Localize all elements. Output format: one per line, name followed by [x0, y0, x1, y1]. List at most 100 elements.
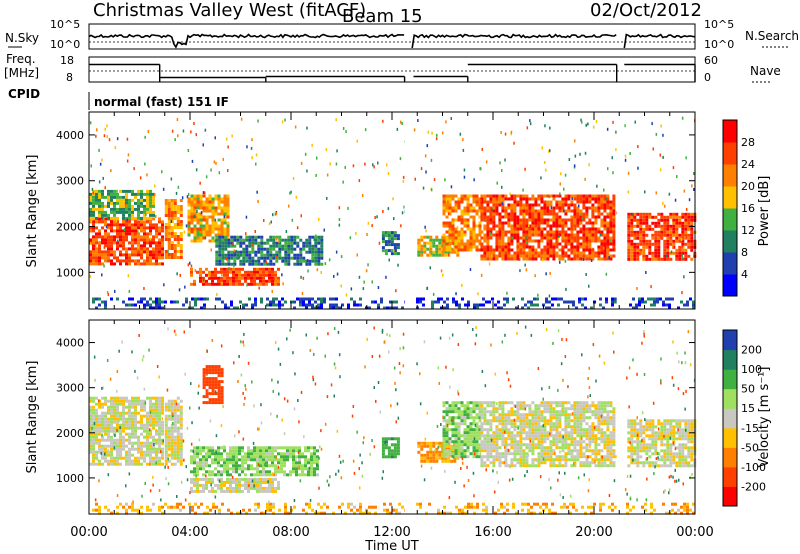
- heatmap-cell-0: [89, 417, 92, 421]
- heatmap-cell-9: [525, 203, 529, 207]
- heatmap-cell-9: [522, 194, 526, 198]
- heatmap-cell-6: [432, 444, 436, 448]
- heatmap-cell-1: [164, 453, 168, 457]
- heatmap-cell-7: [417, 253, 421, 257]
- noise-point: [529, 119, 531, 123]
- heatmap-cell-0: [152, 396, 155, 400]
- heatmap-cell-3: [283, 446, 286, 450]
- heatmap-cell-9: [555, 242, 559, 246]
- heatmap-cell-4: [233, 253, 237, 257]
- heatmap-cell-8: [451, 227, 455, 231]
- heatmap-cell-8: [451, 209, 455, 213]
- heatmap-cell-0: [131, 423, 134, 427]
- heatmap-cell-11: [551, 303, 554, 307]
- heatmap-cell-9: [507, 212, 511, 216]
- heatmap-cell-4: [202, 483, 205, 487]
- heatmap-cell-9: [570, 239, 574, 243]
- heatmap-cell-11: [101, 300, 104, 304]
- velocity-cells: [89, 325, 697, 515]
- heatmap-cell-1: [173, 408, 177, 412]
- heatmap-cell-0: [131, 441, 134, 445]
- noise-point: [501, 169, 503, 172]
- heatmap-cell-3: [205, 464, 208, 468]
- noise-point: [548, 149, 550, 153]
- nsearch-label: N.Search: [745, 29, 799, 43]
- heatmap-cell-4: [314, 244, 318, 248]
- heatmap-cell-7: [478, 407, 482, 411]
- heatmap-cell-2: [202, 368, 206, 372]
- heatmap-cell-9: [561, 239, 565, 243]
- heatmap-cell-11: [473, 306, 476, 310]
- heatmap-cell-0: [143, 250, 146, 254]
- heatmap-cell-2: [176, 256, 180, 259]
- heatmap-cell-0: [125, 456, 128, 460]
- heatmap-cell-3: [193, 467, 196, 471]
- heatmap-cell-0: [140, 253, 143, 257]
- heatmap-cell-9: [600, 203, 604, 207]
- heatmap-cell-5: [235, 279, 238, 283]
- heatmap-cell-0: [143, 426, 146, 430]
- noise-point: [300, 214, 302, 218]
- heatmap-cell-10: [663, 221, 667, 225]
- heatmap-cell-9: [591, 206, 595, 210]
- heatmap-cell-3: [217, 200, 221, 204]
- heatmap-cell-8: [451, 221, 455, 225]
- heatmap-cell-0: [110, 396, 113, 400]
- heatmap-cell-3: [193, 209, 197, 213]
- heatmap-cell-6: [381, 234, 385, 238]
- noise-point: [402, 179, 405, 183]
- heatmap-cell-0: [101, 462, 104, 466]
- heatmap-cell-9: [513, 215, 517, 219]
- heatmap-cell-3: [199, 467, 202, 471]
- heatmap-cell-0: [104, 420, 107, 424]
- heatmap-cell-6: [393, 231, 397, 235]
- heatmap-cell-0: [146, 435, 149, 439]
- heatmap-cell-9: [501, 206, 505, 210]
- heatmap-cell-9: [531, 224, 535, 228]
- noise-point: [469, 268, 472, 271]
- heatmap-cell-4: [244, 486, 247, 490]
- heatmap-cell-7: [478, 413, 482, 417]
- heatmap-cell-9: [600, 200, 604, 204]
- heatmap-cell-7: [463, 455, 467, 459]
- heatmap-cell-3: [211, 200, 215, 204]
- heatmap-cell-9: [522, 248, 526, 252]
- heatmap-cell-8: [469, 230, 473, 234]
- heatmap-cell-10: [681, 236, 685, 240]
- noise-point: [592, 247, 594, 251]
- heatmap-cell-1: [110, 201, 113, 205]
- heatmap-cell-2: [170, 202, 174, 205]
- heatmap-cell-5: [384, 446, 388, 450]
- heatmap-cell-9: [543, 248, 547, 252]
- heatmap-cell-7: [475, 404, 479, 408]
- heatmap-cell-1: [173, 462, 177, 466]
- colorbar-segment: [723, 252, 737, 275]
- heatmap-cell-9: [480, 218, 484, 222]
- noise-point: [184, 285, 186, 289]
- heatmap-cell-11: [302, 300, 305, 304]
- heatmap-cell-0: [104, 241, 107, 245]
- heatmap-cell-0: [152, 423, 155, 427]
- heatmap-cell-0: [89, 444, 92, 448]
- heatmap-cell-4: [224, 241, 228, 245]
- heatmap-cell-7: [469, 440, 473, 444]
- heatmap-cell-9: [543, 200, 547, 204]
- heatmap-cell-9: [510, 239, 514, 243]
- heatmap-cell-4: [248, 235, 252, 239]
- noise-point: [263, 219, 265, 222]
- heatmap-cell-8: [489, 413, 493, 417]
- heatmap-cell-8: [489, 425, 493, 429]
- heatmap-cell-8: [442, 197, 446, 201]
- heatmap-cell-9: [591, 257, 595, 261]
- heatmap-cell-5: [208, 276, 211, 280]
- heatmap-cell-3: [310, 464, 313, 468]
- heatmap-cell-8: [469, 206, 473, 210]
- heatmap-cell-0: [149, 402, 152, 406]
- heatmap-cell-1: [89, 213, 92, 217]
- heatmap-cell-11: [683, 303, 686, 307]
- noise-point: [200, 211, 203, 215]
- heatmap-cell-0: [143, 429, 146, 433]
- heatmap-cell-0: [149, 456, 152, 460]
- heatmap-cell-10: [651, 215, 655, 219]
